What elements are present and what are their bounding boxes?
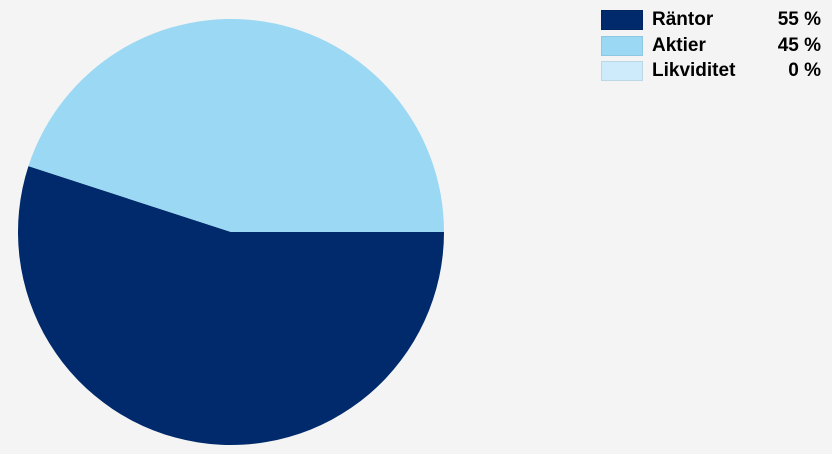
legend-label-aktier: Aktier xyxy=(652,34,706,56)
legend-swatch-aktier xyxy=(601,35,643,56)
legend-item-rantor: Räntor 55 % xyxy=(601,9,823,35)
legend-value-likviditet: 0 % xyxy=(788,60,821,81)
legend-swatch-likviditet xyxy=(601,61,643,81)
legend-value-rantor: 55 % xyxy=(777,9,821,30)
legend-value-aktier: 45 % xyxy=(777,34,821,56)
legend-item-aktier: Aktier 45 % xyxy=(601,35,823,61)
legend-item-likviditet: Likviditet 0 % xyxy=(601,60,823,86)
legend-label-rantor: Räntor xyxy=(652,9,714,30)
pie-slice-aktier xyxy=(28,18,444,232)
legend: Räntor 55 % Aktier 45 % Likviditet 0 % xyxy=(601,9,823,86)
legend-label-likviditet: Likviditet xyxy=(652,60,736,81)
pie-slice-r-ntor xyxy=(17,166,445,445)
legend-swatch-rantor xyxy=(601,10,643,30)
